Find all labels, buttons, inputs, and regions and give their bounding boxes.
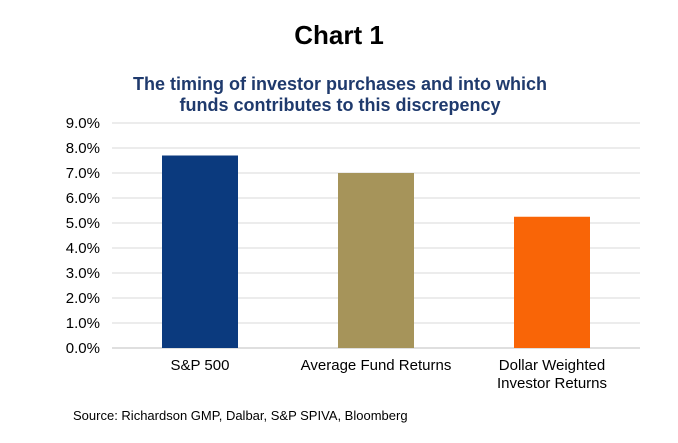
x-category-label: S&P 500: [171, 357, 230, 374]
bar: [162, 155, 238, 348]
y-tick-label: 1.0%: [66, 315, 100, 332]
y-tick-label: 7.0%: [66, 165, 100, 182]
y-axis-labels: 0.0% 1.0% 2.0% 3.0% 4.0% 5.0% 6.0% 7.0% 8.0% 9.0%: [66, 115, 100, 357]
chart-title-line-1: The timing of investor purchases and int…: [132, 74, 548, 94]
bar: [338, 173, 414, 348]
y-tick-label: 2.0%: [66, 290, 100, 307]
y-tick-label: 6.0%: [66, 190, 100, 207]
y-tick-label: 8.0%: [66, 140, 100, 157]
source-note: Source: Richardson GMP, Dalbar, S&P SPIV…: [73, 408, 408, 423]
x-category-label: Dollar Weighted Investor Returns: [497, 357, 607, 392]
chart-title-line-2: funds contributes to this discrepency: [179, 95, 501, 115]
x-category-label: Average Fund Returns: [301, 357, 452, 374]
page-heading: Chart 1: [294, 20, 384, 50]
y-tick-label: 3.0%: [66, 265, 100, 282]
y-tick-label: 5.0%: [66, 215, 100, 232]
y-tick-label: 0.0%: [66, 340, 100, 357]
chart-title: The timing of investor purchases and int…: [60, 74, 620, 116]
y-tick-label: 9.0%: [66, 115, 100, 132]
y-tick-label: 4.0%: [66, 240, 100, 257]
x-axis-labels: S&P 500 Average Fund Returns Dollar Weight…: [171, 357, 608, 392]
bars: [162, 155, 590, 348]
bar: [514, 216, 590, 348]
